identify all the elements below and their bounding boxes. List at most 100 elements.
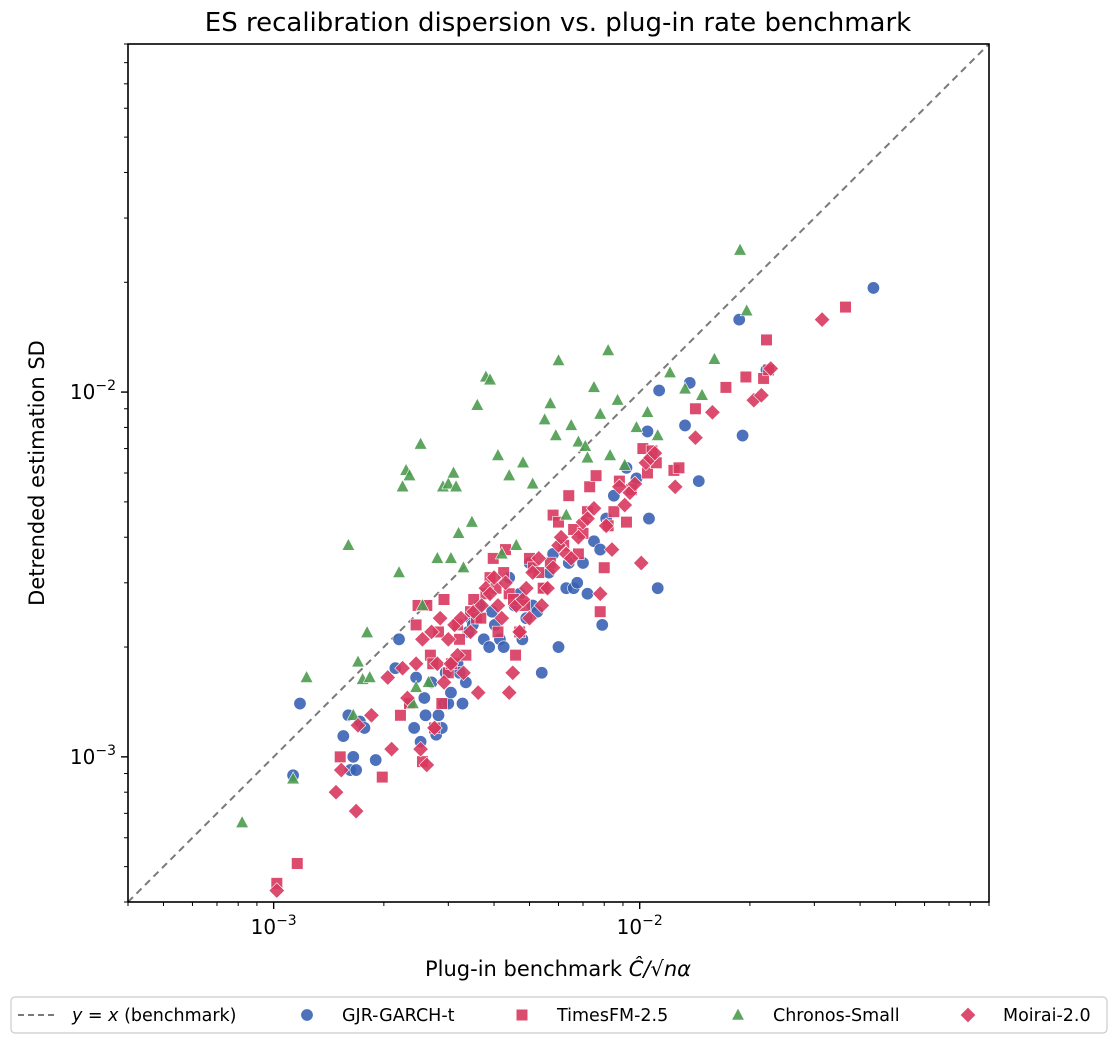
data-point (707, 351, 722, 365)
data-point (595, 618, 609, 632)
data-point (362, 669, 377, 683)
data-point (511, 623, 528, 641)
data-point (376, 770, 389, 784)
data-point (601, 342, 616, 356)
data-point (598, 561, 611, 574)
data-point (516, 455, 530, 469)
x-axis-label: Plug-in benchmark Ĉ/√nα (425, 956, 691, 981)
data-point (349, 763, 363, 777)
data-point (491, 447, 505, 461)
y-axis-label: Detrended estimation SD (25, 340, 49, 606)
data-point (610, 392, 625, 406)
data-point (580, 587, 594, 601)
data-point (544, 559, 562, 576)
legend-swatch-square (515, 1008, 529, 1022)
data-point (346, 707, 361, 721)
data-point (640, 424, 654, 438)
data-point (587, 379, 601, 393)
legend-item-gjr-garch-t: GJR-GARCH-t (300, 1006, 455, 1026)
data-point (394, 659, 411, 677)
data-point (578, 438, 593, 452)
data-point (419, 708, 433, 722)
data-point (689, 402, 702, 415)
data-point (548, 427, 563, 441)
data-point (839, 300, 852, 314)
y-tick-label: 10−3 (70, 743, 116, 769)
data-point (341, 537, 356, 551)
data-point (334, 750, 347, 763)
data-point (493, 609, 511, 627)
data-point (444, 686, 458, 700)
data-point (351, 654, 365, 668)
data-point (455, 697, 469, 711)
data-point (594, 605, 607, 618)
data-point (497, 574, 514, 592)
data-point (579, 510, 596, 527)
data-point (539, 579, 556, 597)
data-point (607, 505, 620, 518)
legend-swatch-triangle (731, 1007, 745, 1021)
series-timesfm-2-5 (270, 300, 852, 890)
data-point (646, 444, 664, 462)
data-point (502, 468, 517, 481)
data-point (663, 365, 677, 379)
legend-item-moirai-2-0: Moirai-2.0 (959, 1006, 1091, 1026)
data-point (504, 664, 521, 682)
legend-label: Moirai-2.0 (1003, 1006, 1091, 1026)
data-point (413, 436, 428, 450)
data-point (563, 550, 580, 567)
data-point (551, 640, 565, 654)
data-point (678, 418, 692, 432)
data-point (346, 750, 360, 764)
data-point (530, 550, 548, 567)
data-point (360, 625, 375, 638)
data-point (672, 461, 686, 474)
data-point (410, 618, 423, 631)
legend-item-timesfm-2-5: TimesFM-2.5 (515, 1006, 668, 1026)
data-point (491, 625, 505, 639)
legend-label: GJR-GARCH-t (342, 1006, 455, 1026)
data-point (431, 609, 449, 627)
data-point (465, 514, 479, 528)
data-point (866, 281, 880, 295)
data-point (429, 655, 446, 672)
data-point (652, 384, 666, 398)
x-axis: 10−3 10−2 (127, 902, 990, 939)
data-point (494, 546, 509, 560)
data-point (633, 554, 650, 572)
data-point (760, 333, 773, 347)
data-point (462, 623, 479, 641)
data-point (762, 360, 779, 377)
data-point (414, 631, 431, 648)
data-point (469, 684, 487, 701)
data-point (392, 564, 406, 578)
data-point (456, 560, 471, 574)
data-point (589, 469, 603, 482)
data-point (616, 496, 633, 514)
data-point (394, 709, 407, 722)
data-point (733, 242, 747, 256)
data-point (415, 597, 430, 611)
data-point (651, 581, 665, 595)
legend-label: TimesFM-2.5 (556, 1006, 668, 1026)
data-point (551, 352, 566, 366)
data-point (597, 517, 615, 534)
data-point (626, 475, 644, 493)
data-point (449, 479, 463, 493)
data-point (383, 740, 400, 758)
data-point (524, 564, 541, 581)
data-point (813, 311, 831, 328)
reference-line-y-equals-x (128, 44, 989, 902)
legend: y = x (benchmark) GJR-GARCH-t TimesFM-2.5 C… (10, 996, 1108, 1034)
data-point (564, 417, 579, 431)
data-point (509, 537, 524, 551)
y-axis: 10−3 10−2 (70, 43, 128, 903)
legend-item-reference: y = x (benchmark) (18, 1006, 237, 1026)
series-chronos-small (235, 242, 754, 828)
data-point (571, 434, 586, 448)
data-point (369, 753, 383, 767)
data-point (593, 406, 608, 420)
data-point (363, 707, 380, 724)
data-point (509, 649, 522, 662)
